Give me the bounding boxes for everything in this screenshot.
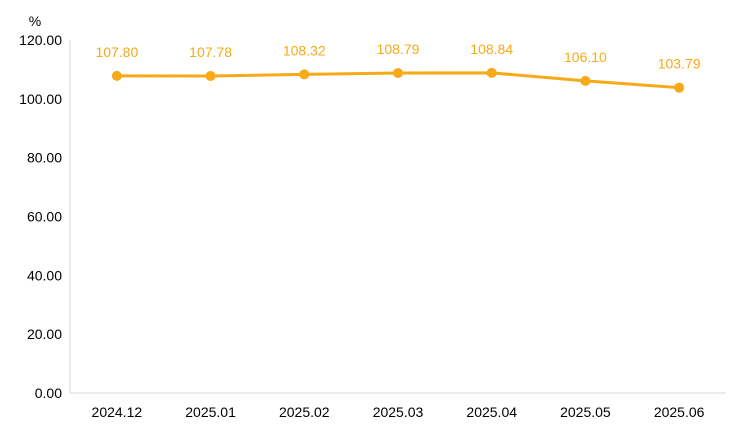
data-point [393,67,403,78]
data-point [299,69,310,80]
data-label: 106.10 [564,49,607,65]
data-label: 108.79 [377,41,420,57]
x-tick-label: 2025.03 [373,404,424,420]
y-tick-label: 100.00 [19,91,62,107]
data-labels-layer: 107.80 107.78 108.32 108.79 108.84 106.10 103.… [95,41,700,72]
x-tick-label: 2025.06 [654,404,705,420]
y-axis: % 0.00 20.00 40.00 60.00 80.00 100.00 120.00 [19,13,71,401]
y-tick-label: 40.00 [27,267,62,283]
data-point [580,75,591,86]
data-label: 103.79 [658,56,701,72]
data-label: 107.80 [95,44,138,60]
data-label: 108.32 [283,42,326,58]
x-tick-label: 2024.12 [92,404,143,420]
data-point [674,82,685,93]
y-tick-label: 20.00 [27,326,62,342]
x-tick-label: 2025.01 [185,404,236,420]
y-tick-label: 80.00 [27,150,62,166]
data-point [486,67,497,78]
x-tick-label: 2025.04 [466,404,517,420]
x-tick-label: 2025.05 [560,404,611,420]
y-tick-label: 120.00 [19,32,62,48]
data-point [205,70,216,81]
series-layer [111,67,685,93]
data-point [111,70,122,81]
y-tick-label: 60.00 [27,209,62,225]
x-axis: 2024.12 2025.01 2025.02 2025.03 2025.04 2025.… [70,392,726,420]
data-label: 108.84 [470,41,513,57]
y-tick-label: 0.00 [35,385,62,401]
x-tick-label: 2025.02 [279,404,330,420]
y-unit-label: % [29,13,41,29]
data-label: 107.78 [189,44,232,60]
